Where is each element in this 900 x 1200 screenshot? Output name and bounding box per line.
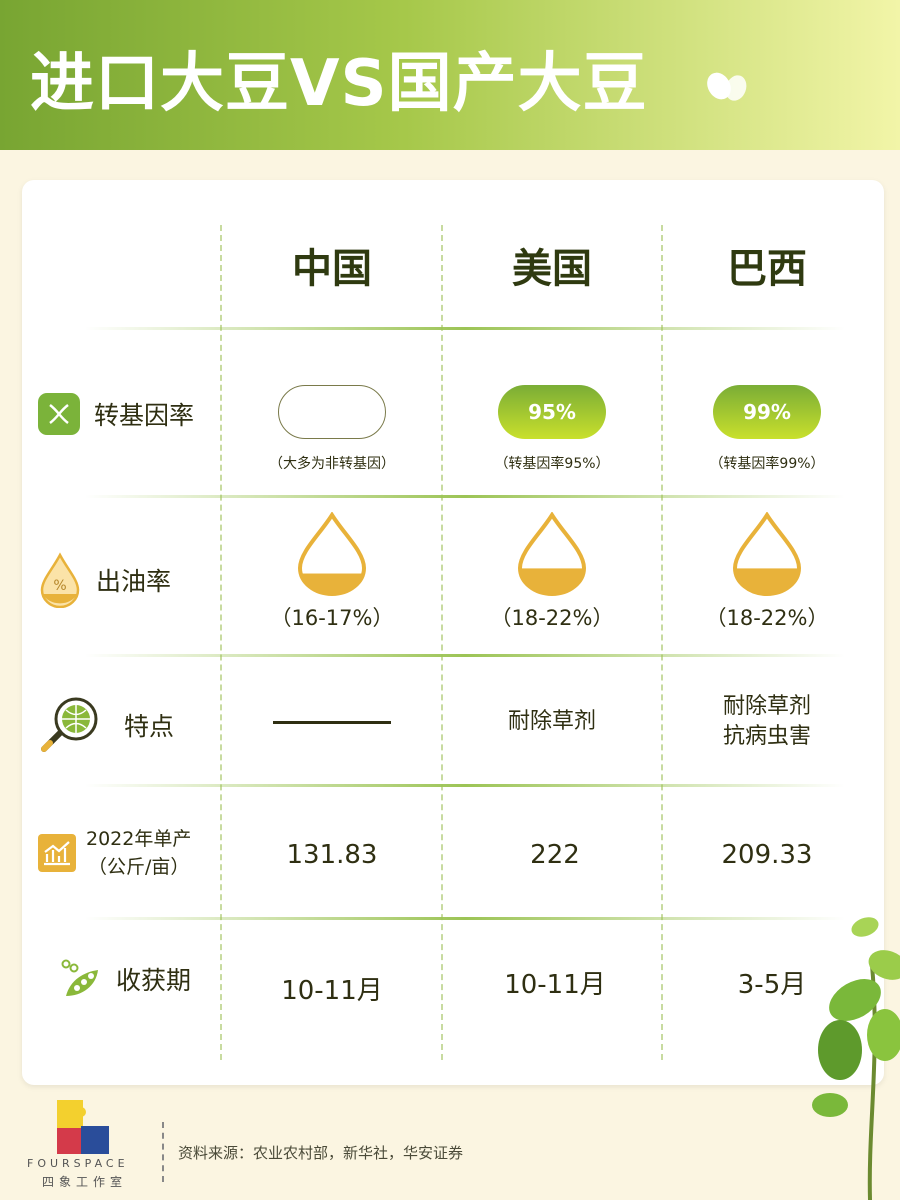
yield-label: 2022年单产 [86,828,192,850]
feature-brazil: 耐除草剂 抗病虫害 [662,690,872,754]
feature-line: 耐除草剂 [722,694,811,719]
page-title: 进口大豆VS国产大豆 [30,47,648,121]
oil-usa: （18-22%） [442,512,662,632]
oil-rate: （18-22%） [705,606,829,630]
oil-drop-outline [732,512,802,596]
row-label-gmo: 转基因率 [38,393,194,435]
feature-label: 特点 [124,712,175,741]
comparison-table [22,180,884,1085]
row-label-yield: 2022年单产 （公斤/亩） [38,825,191,881]
gmo-pill [278,385,386,439]
soybean-plant-illustration [812,917,900,1200]
soybean-pod-icon [61,959,98,996]
gmo-note: （大多为非转基因） [269,456,395,472]
soybean-icon [707,72,747,101]
brand-name: FOURSPACE [27,1157,129,1170]
globe-magnifier-icon [41,697,98,752]
oil-label: 出油率 [96,567,172,596]
oil-china: （16-17%） [222,512,442,632]
harvest-usa: 10-11月 [504,969,606,1000]
row-label-oil: % 出油率 [38,552,171,608]
gmo-usa: 95% （转基因率95%） [442,385,662,473]
oil-drop-gauge [297,512,367,596]
harvest-china: 10-11月 [281,975,383,1006]
oil-drop-outline [517,512,587,596]
row-divider [85,495,845,498]
row-label-feature: 特点 [38,695,174,755]
source-note: 资料来源：农业农村部，新华社，华安证券 [178,1144,464,1162]
svg-text:%: % [53,578,66,594]
yield-china: 131.83 [286,840,378,870]
dash-line [273,720,391,724]
row-divider [85,784,845,787]
row-divider [85,327,845,330]
gmo-label: 转基因率 [94,401,195,430]
row-divider [85,654,845,657]
feature-china [222,700,442,744]
gmo-note: （转基因率99%） [709,456,825,472]
gmo-note: （转基因率95%） [494,456,610,472]
oil-brazil: （18-22%） [662,512,872,632]
harvest-brazil: 3-5月 [737,969,807,1000]
gmo-brazil: 99% （转基因率99%） [662,385,872,473]
title-banner [0,0,900,150]
dna-icon [38,393,80,435]
column-divider [441,225,443,1060]
column-header-china: 中国 [292,246,372,292]
feature-usa: 耐除草剂 [507,709,596,734]
column-divider [661,225,663,1060]
feature-line: 抗病虫害 [722,724,811,749]
oil-rate: （18-22%） [490,606,614,630]
yield-unit: （公斤/亩） [87,856,190,878]
footer-divider [162,1122,164,1182]
row-label-harvest: 收获期 [60,958,191,1000]
yield-usa: 222 [530,840,580,870]
oil-drop-gauge [517,512,587,596]
bar-chart-icon [38,834,76,872]
gmo-pill: 95% [498,385,606,439]
column-header-usa: 美国 [512,246,592,292]
yield-brazil: 209.33 [721,840,813,870]
column-divider [220,225,222,1060]
foursapce-logo [57,1100,109,1154]
column-header-brazil: 巴西 [727,246,807,292]
oil-drop-outline [297,512,367,596]
brand-name-cn: 四象工作室 [42,1175,128,1189]
row-divider [85,917,845,920]
oil-drop-gauge [732,512,802,596]
oil-rate: （16-17%） [270,606,394,630]
oil-drop-percent-icon: % [40,552,80,608]
harvest-label: 收获期 [116,966,192,995]
gmo-pill: 99% [713,385,821,439]
gmo-china: （大多为非转基因） [222,385,442,473]
